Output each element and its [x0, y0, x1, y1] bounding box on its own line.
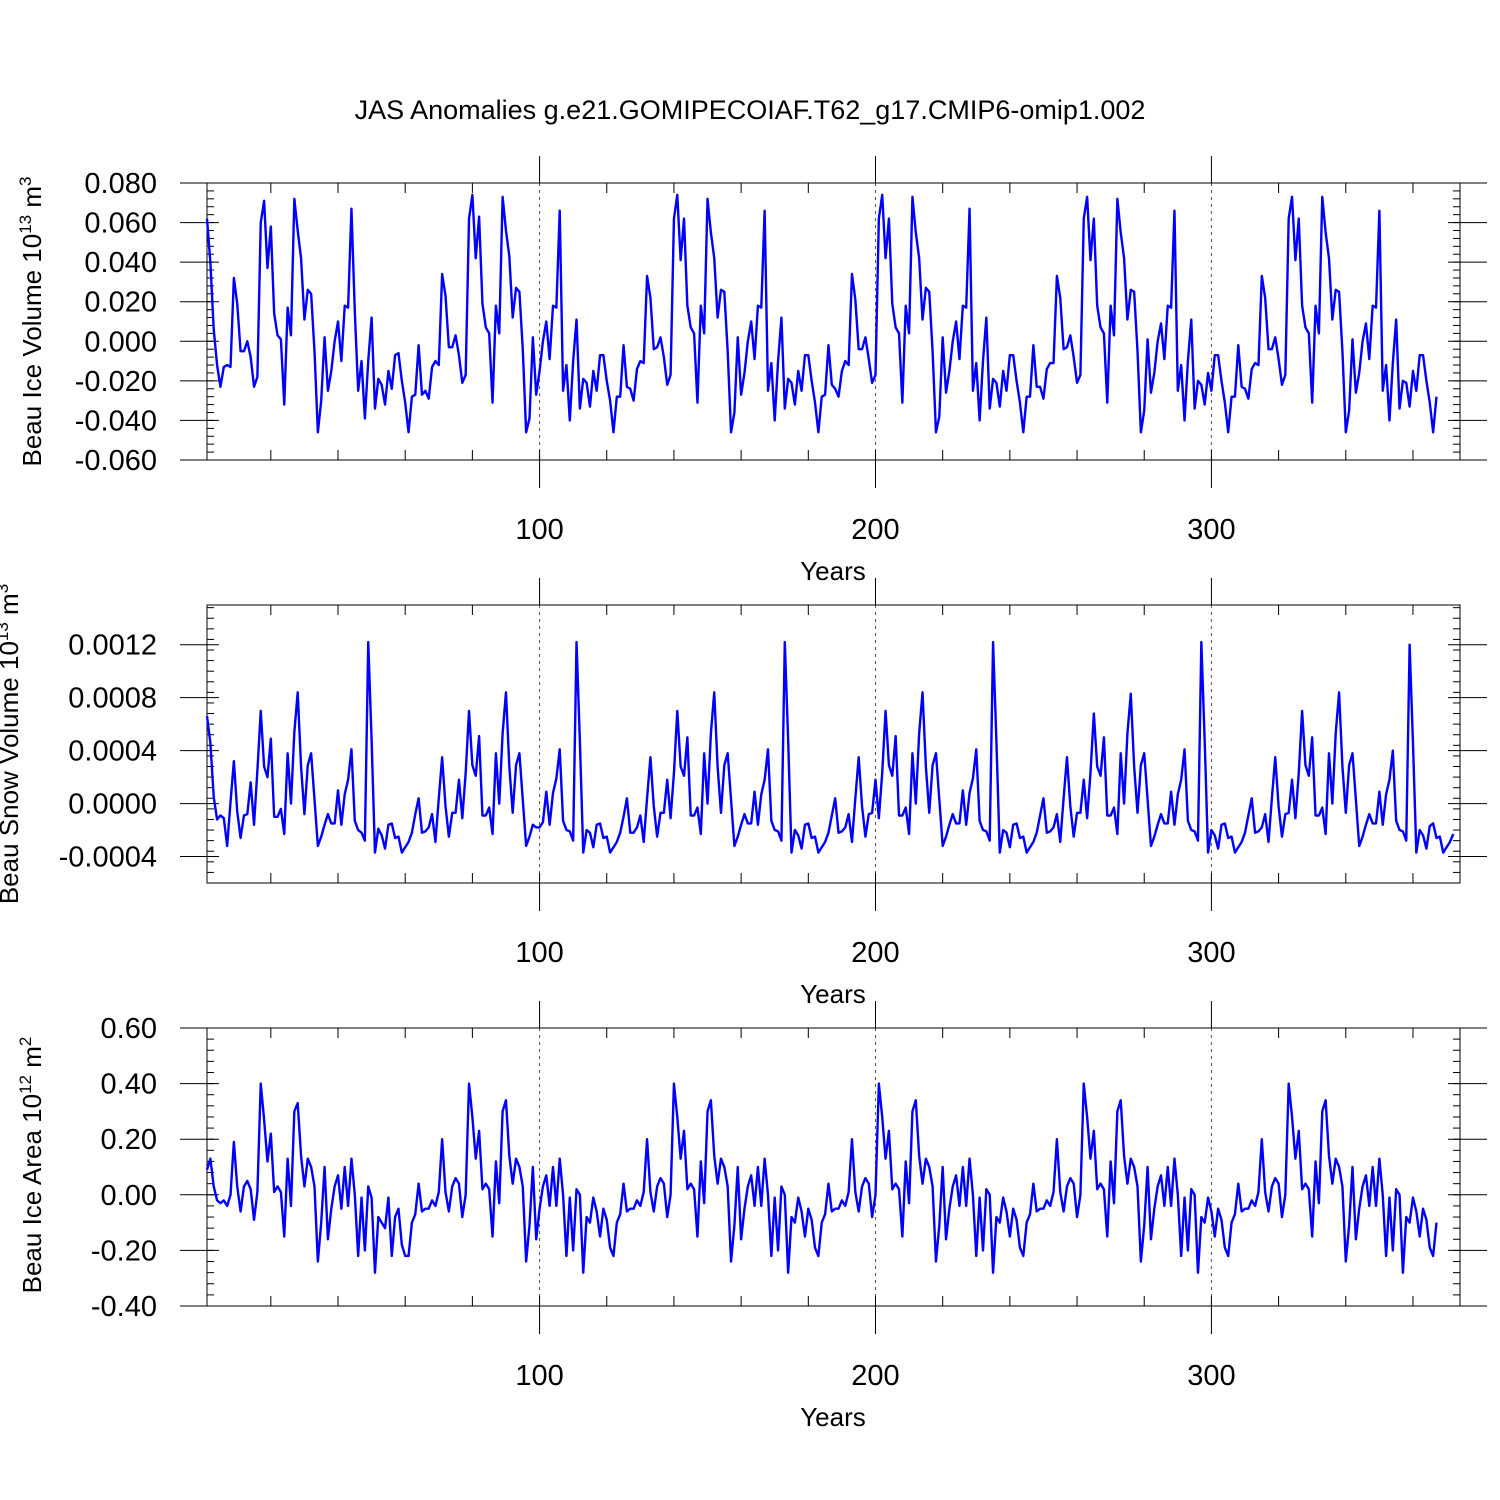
x-tick-label: 200	[851, 937, 899, 969]
y-tick-label: 0.0000	[68, 789, 157, 821]
y-tick-label: -0.0004	[59, 842, 157, 874]
plot-frame	[206, 182, 1461, 461]
y-tick-label: 0.0012	[68, 630, 157, 662]
y-tick-label: 0.20	[101, 1124, 157, 1156]
panel-3: -0.40 -0.20 0.00 0.20 0.40 0.60 100 200 300 Years…	[16, 1001, 1487, 1432]
y-tick-label: -0.020	[75, 366, 157, 398]
x-tick-label: 100	[515, 514, 563, 546]
x-tick-label: 100	[515, 1360, 563, 1392]
chart-title: JAS Anomalies g.e21.GOMIPECOIAF.T62_g17.…	[355, 95, 1146, 125]
x-tick-label: 200	[851, 514, 899, 546]
x-axis-title: Years	[800, 556, 866, 586]
y-tick-label: 0.0008	[68, 683, 157, 715]
panel-1: -0.060 -0.040 -0.020 0.000 0.020 0.040 0.060 0.…	[16, 156, 1487, 586]
y-tick-label: 0.00	[101, 1180, 157, 1212]
panels-container: -0.060 -0.040 -0.020 0.000 0.020 0.040 0.060 0.…	[0, 156, 1487, 1432]
x-tick-label: 300	[1187, 514, 1235, 546]
y-tick-label: 0.40	[101, 1069, 157, 1101]
y-tick-label: 0.080	[84, 168, 157, 200]
plot-frame	[206, 604, 1461, 884]
y-tick-label: -0.40	[91, 1291, 157, 1323]
x-tick-label: 200	[851, 1360, 899, 1392]
panel-2: -0.0004 0.0000 0.0004 0.0008 0.0012 100 200 300…	[0, 578, 1487, 1009]
x-axis-title: Years	[800, 1402, 866, 1432]
y-tick-label: 0.020	[84, 287, 157, 319]
x-tick-label: 300	[1187, 1360, 1235, 1392]
y-tick-label: 0.060	[84, 208, 157, 240]
y-axis-title: Beau Snow Volume 1013 m3	[0, 584, 24, 904]
y-tick-label: -0.060	[75, 445, 157, 477]
y-tick-label: 0.040	[84, 247, 157, 279]
y-tick-label: 0.60	[101, 1013, 157, 1045]
x-tick-label: 100	[515, 937, 563, 969]
series-line-1	[205, 1082, 1438, 1274]
y-tick-label: -0.040	[75, 405, 157, 437]
x-tick-label: 300	[1187, 937, 1235, 969]
series-line-1	[205, 640, 1455, 854]
y-tick-label: 0.000	[84, 326, 157, 358]
y-axis-title: Beau Ice Volume 1013 m3	[16, 177, 47, 467]
y-tick-label: -0.20	[91, 1235, 157, 1267]
series-line-1	[205, 193, 1438, 434]
x-axis-title: Years	[800, 979, 866, 1009]
y-tick-label: 0.0004	[68, 736, 157, 768]
y-axis-title: Beau Ice Area 1012 m2	[16, 1037, 47, 1294]
